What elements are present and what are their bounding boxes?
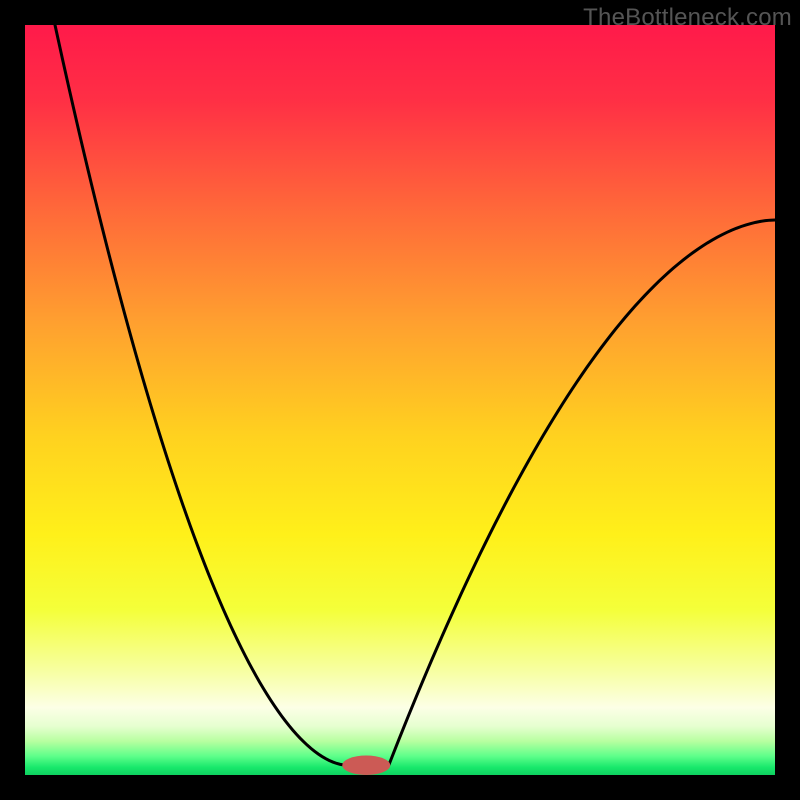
plot-area <box>25 25 775 775</box>
watermark-text: TheBottleneck.com <box>583 4 792 32</box>
bottleneck-chart <box>0 0 800 800</box>
chart-frame: TheBottleneck.com <box>0 0 800 800</box>
bottleneck-marker <box>342 756 390 776</box>
